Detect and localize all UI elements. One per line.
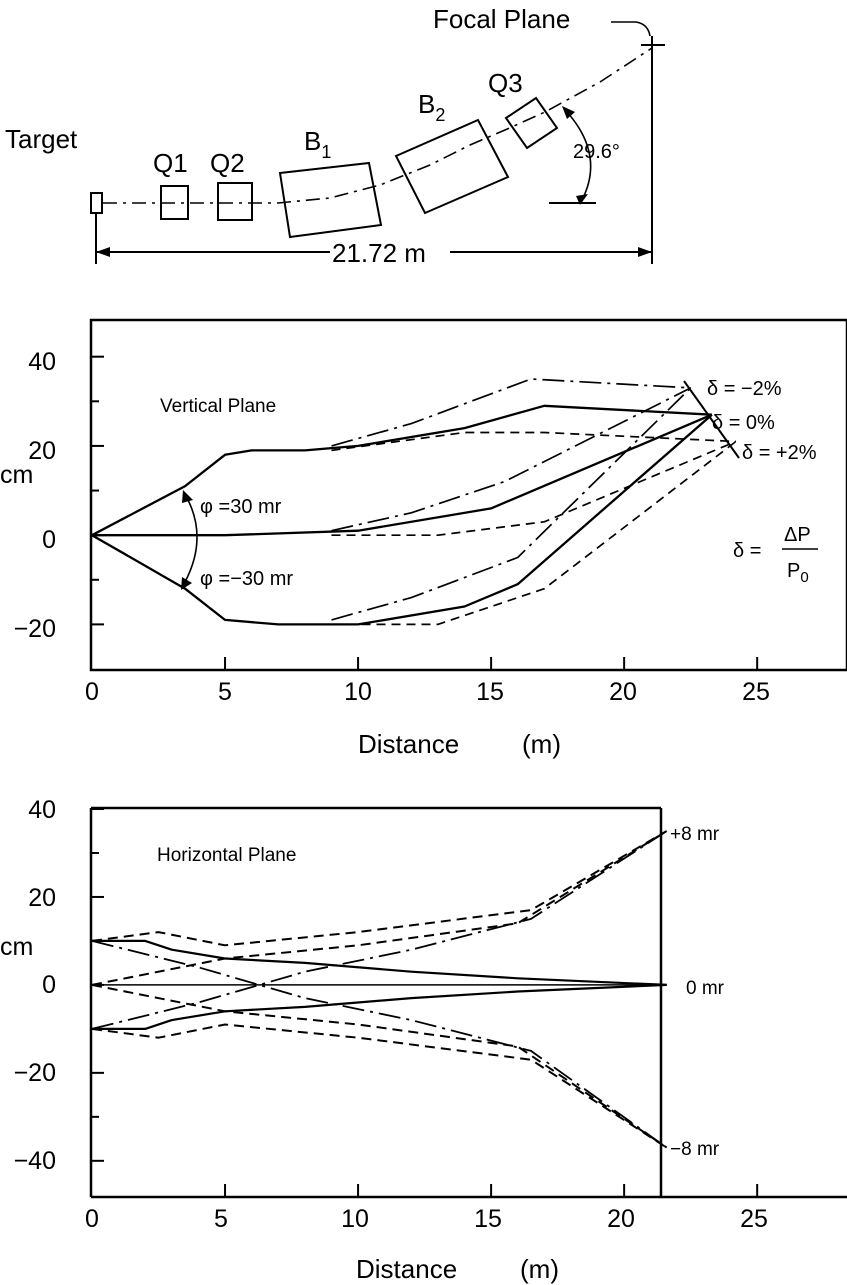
vertical-trajectory-5 [331, 387, 692, 532]
beam-axis [103, 47, 653, 204]
angle-arc [566, 111, 592, 201]
phi-arc [184, 497, 198, 583]
vertical-trajectory-9 [331, 440, 737, 626]
horizontal-trajectories [91, 830, 668, 1149]
phi-minus-label: φ =−30 mr [200, 568, 293, 590]
horizontal-trajectory-4 [91, 830, 668, 947]
vertical-xlabel: Distance (m) [358, 729, 561, 759]
delta-minus2-label: δ = −2% [707, 378, 782, 400]
vertical-plane-title: Vertical Plane [160, 396, 276, 417]
quad-q2 [217, 182, 253, 221]
bend-b2-label: B2 [418, 89, 445, 125]
phi-arrow-top [182, 490, 193, 503]
quad-q3-label: Q3 [488, 68, 523, 98]
horizontal-trajectory-9 [91, 830, 668, 1030]
focal-plane-label: Focal Plane [433, 4, 570, 34]
plus-8mr-label: +8 mr [670, 824, 720, 845]
horizontal-xlabel: Distance (m) [356, 1254, 559, 1284]
horizontal-ytick-20: 20 [28, 884, 56, 912]
horizontal-trajectory-7 [91, 983, 668, 1149]
horizontal-trajectory-6 [91, 1023, 668, 1149]
vertical-trajectories [91, 378, 737, 626]
vertical-plane-chart: 40 20 0 −20 cm 0 5 10 15 20 25 Distance(… [0, 318, 847, 759]
bend-b2 [394, 118, 510, 215]
horizontal-plane-title: Horizontal Plane [157, 845, 296, 866]
vertical-xtick-5: 5 [218, 678, 232, 706]
quad-q1 [160, 185, 189, 220]
vertical-xtick-10: 10 [344, 678, 372, 706]
delta-def-num: ΔP [784, 524, 811, 546]
vertical-ytick-40: 40 [28, 348, 56, 376]
vertical-ytick-m20: −20 [14, 615, 56, 643]
horizontal-trajectory-2 [92, 983, 667, 1031]
delta-plus2-label: δ = +2% [742, 442, 817, 464]
horizontal-xtick-20: 20 [607, 1205, 635, 1233]
length-label: 21.72 m [332, 238, 426, 268]
delta-def-den: P0 [787, 560, 809, 586]
target-box [90, 192, 103, 214]
delta-0-label: δ = 0% [712, 412, 775, 434]
horizontal-trajectory-1 [92, 939, 667, 986]
vertical-trajectory-4 [331, 378, 691, 447]
angle-arrow-bottom [576, 194, 588, 205]
focal-plane-leader [611, 21, 651, 37]
phi-arrow-bottom [181, 577, 192, 590]
vertical-xtick-0: 0 [85, 678, 99, 706]
horizontal-trajectory-5 [91, 830, 668, 986]
phi-plus-label: φ =30 mr [200, 496, 282, 518]
angle-label: 29.6° [573, 141, 620, 163]
vertical-trajectory-1 [91, 404, 712, 537]
vertical-plot-frame [89, 318, 847, 672]
bend-b1-label: B1 [304, 126, 331, 162]
vertical-trajectory-3 [91, 413, 713, 626]
horizontal-ytick-40: 40 [28, 796, 56, 824]
horizontal-axis-ticks [92, 808, 759, 1196]
target-label: Target [5, 124, 78, 154]
horizontal-xtick-15: 15 [474, 1205, 502, 1233]
horizontal-xtick-25: 25 [740, 1205, 768, 1233]
quad-q2-label: Q2 [210, 148, 245, 178]
quad-q3 [504, 96, 559, 150]
vertical-trajectory-6 [331, 387, 692, 621]
delta-def-lhs: δ = [733, 540, 761, 562]
horizontal-ytick-0: 0 [42, 971, 56, 999]
vertical-ylabel: cm [0, 461, 33, 489]
length-arrow-right [638, 247, 652, 257]
vertical-xtick-15: 15 [476, 678, 504, 706]
horizontal-xtick-10: 10 [341, 1205, 369, 1233]
horizontal-ylabel: cm [0, 933, 33, 961]
length-arrow-left [96, 247, 110, 257]
horizontal-xtick-0: 0 [85, 1205, 99, 1233]
vertical-focal-plane [683, 380, 740, 459]
vertical-trajectory-8 [331, 440, 737, 537]
horizontal-ytick-m20: −20 [14, 1059, 56, 1087]
vertical-xtick-20: 20 [609, 678, 637, 706]
quad-q1-label: Q1 [153, 148, 188, 178]
vertical-xtick-25: 25 [742, 678, 770, 706]
horizontal-plane-chart: 40 20 0 −20 −40 cm 0 5 10 15 20 25 Dista… [0, 796, 847, 1284]
bend-b1-subscript: 1 [321, 142, 331, 162]
bend-b2-subscript: 2 [435, 105, 445, 125]
vertical-trajectory-2 [92, 413, 713, 537]
vertical-trajectory-7 [331, 431, 736, 452]
horizontal-ytick-m40: −40 [14, 1147, 56, 1175]
minus-8mr-label: −8 mr [670, 1139, 720, 1160]
zero-mr-label: 0 mr [686, 978, 725, 999]
bend-b1 [278, 161, 383, 239]
horizontal-trajectory-8 [91, 940, 668, 1149]
angle-arrow-top [562, 106, 575, 119]
vertical-ytick-20: 20 [28, 437, 56, 465]
spectrometer-layout: Target Q1 Q2 B1 B2 Q3 29.6° Focal Plane [5, 4, 665, 268]
vertical-ytick-0: 0 [42, 526, 56, 554]
horizontal-xtick-5: 5 [214, 1205, 228, 1233]
